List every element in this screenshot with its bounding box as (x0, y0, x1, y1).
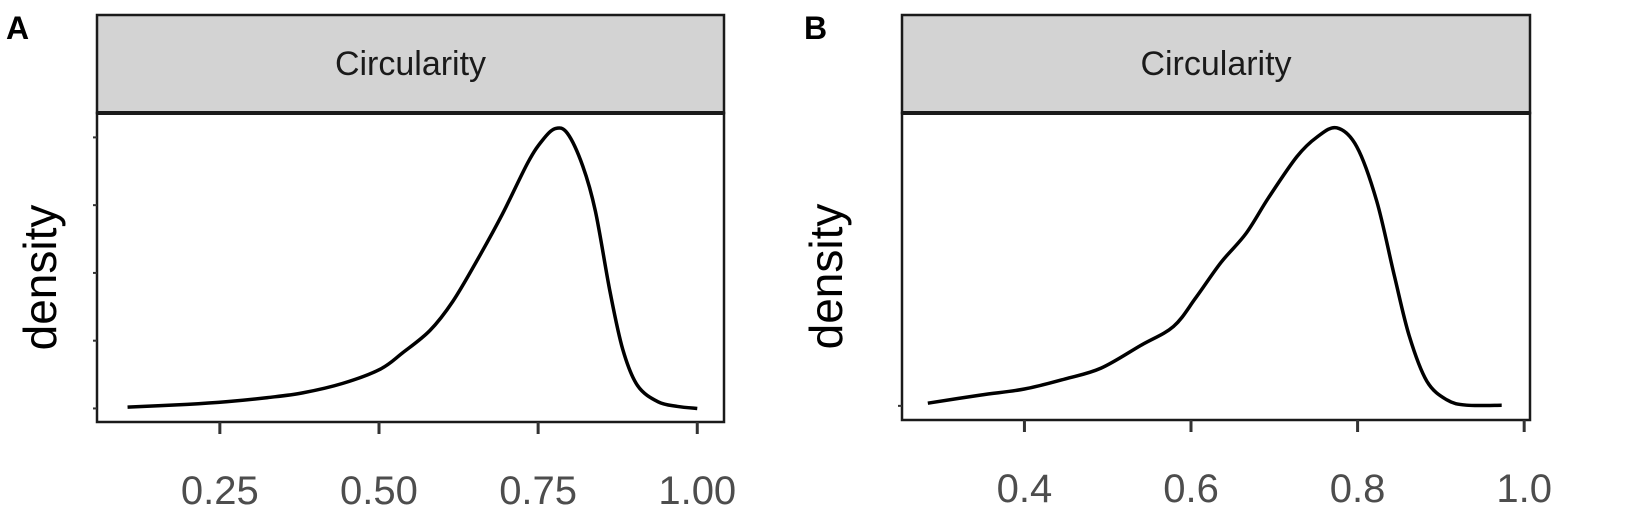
facet-strip-title: Circularity (1140, 45, 1291, 83)
panel-letter: A (6, 10, 29, 46)
density-curve (127, 126, 698, 411)
panel-a: A Circularity density 0.25 0.50 0.75 1.00 (6, 10, 736, 513)
x-tick-label: 0.25 (181, 469, 259, 513)
panel-b: B Circularity density 0.4 0.6 0.8 1.0 (800, 10, 1552, 511)
facet-strip (95, 13, 726, 115)
panel-letter: B (804, 10, 827, 46)
density-curve (927, 125, 1502, 408)
x-tick-label: 0.6 (1163, 467, 1219, 511)
y-axis-label: density (800, 204, 852, 350)
facet-strip (900, 13, 1532, 115)
x-tick-label: 1.0 (1496, 467, 1552, 511)
x-tick-label: 0.50 (340, 469, 418, 513)
y-axis-label: density (14, 205, 66, 351)
x-tick-label: 0.8 (1330, 467, 1386, 511)
plot-area (95, 111, 726, 424)
x-tick-label: 0.75 (499, 469, 577, 513)
x-tick-label: 1.00 (658, 469, 736, 513)
x-tick-label: 0.4 (997, 467, 1053, 511)
facet-strip-title: Circularity (335, 45, 486, 83)
